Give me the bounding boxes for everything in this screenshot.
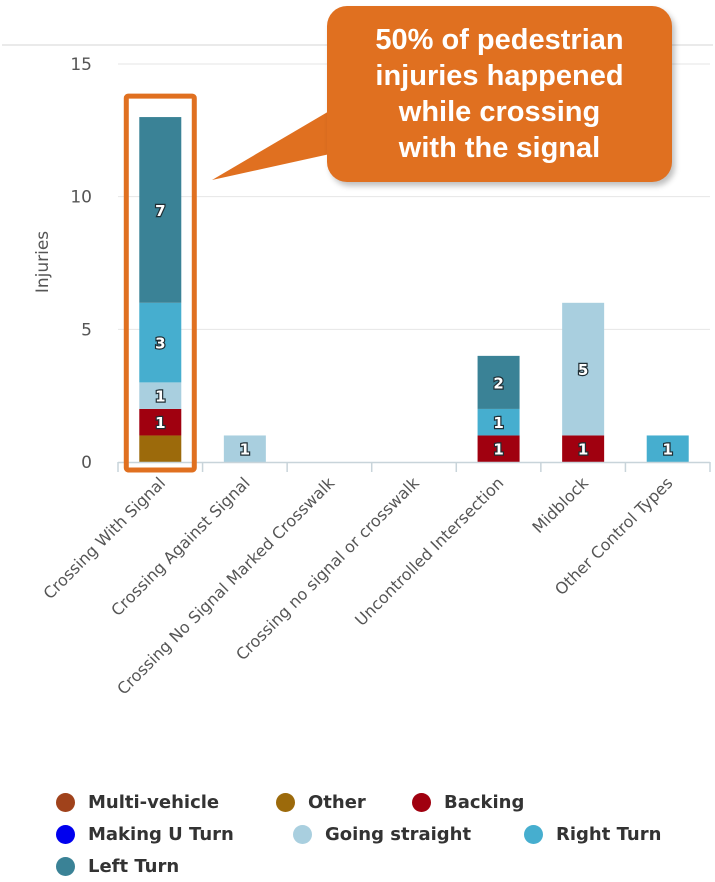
bar-segment	[139, 382, 182, 409]
bar-segment	[139, 117, 182, 303]
legend-label: Other	[308, 791, 366, 813]
data-label: 5	[578, 361, 588, 379]
data-label: 1	[578, 441, 588, 459]
bar-segment	[477, 408, 520, 436]
legend-dot-icon	[293, 824, 312, 844]
legend-item-backing[interactable]: Backing	[412, 792, 524, 813]
x-tick-label: Uncontrolled Intersection	[351, 473, 507, 629]
legend-label: Backing	[444, 791, 525, 813]
data-label: 3	[155, 335, 165, 353]
data-label: 1	[240, 441, 250, 459]
bar-segment	[139, 302, 182, 383]
callout-text: 50% of pedestrian injuries happened whil…	[375, 24, 624, 164]
x-tick-label: Crossing Against Signal	[107, 473, 253, 619]
legend-item-left-turn[interactable]: Left Turn	[56, 856, 179, 877]
y-tick-label: 5	[81, 320, 92, 340]
legend-item-making-u-turn[interactable]: Making U Turn	[56, 824, 293, 845]
bar-segment	[139, 435, 182, 462]
legend-label: Right Turn	[556, 823, 662, 845]
legend-item-multi-vehicle[interactable]: Multi-vehicle	[56, 792, 276, 813]
legend-label: Making U Turn	[88, 823, 234, 845]
callout-pointer	[212, 100, 348, 180]
legend-item-going-straight[interactable]: Going straight	[293, 824, 524, 845]
data-label: 1	[155, 414, 165, 432]
legend-dot-icon	[56, 824, 75, 844]
bar-segment	[477, 355, 520, 409]
y-axis-title: Injuries	[33, 231, 53, 293]
legend-dot-icon	[412, 792, 431, 812]
bar-segment	[223, 435, 266, 462]
legend-dot-icon	[524, 824, 543, 844]
y-tick-label: 15	[70, 55, 92, 75]
y-tick-label: 0	[81, 453, 92, 473]
bar-segment	[562, 435, 605, 462]
legend-item-other[interactable]: Other	[276, 792, 412, 813]
legend-dot-icon	[56, 792, 75, 812]
highlight-frame	[123, 93, 197, 473]
highlight	[123, 93, 348, 473]
legend-row-1: Multi-vehicle Other Backing	[56, 786, 706, 818]
data-label: 7	[155, 202, 165, 220]
x-tick-label: Midblock	[528, 473, 592, 537]
legend-label: Multi-vehicle	[88, 791, 220, 813]
y-tick-label: 10	[70, 188, 92, 208]
x-tick-label: Crossing no signal or crosswalk	[232, 473, 423, 664]
legend-item-right-turn[interactable]: Right Turn	[524, 824, 661, 845]
legend-row-2: Making U Turn Going straight Right Turn	[56, 818, 706, 850]
data-label: 1	[662, 441, 672, 459]
legend-row-3: Left Turn	[56, 850, 706, 882]
bar-segment	[562, 302, 605, 436]
data-label: 1	[493, 414, 503, 432]
legend-label: Going straight	[325, 823, 472, 845]
legend-label: Left Turn	[88, 855, 180, 877]
bar-segment	[477, 435, 520, 462]
bar-segment	[139, 408, 182, 436]
callout-box: 50% of pedestrian injuries happened whil…	[327, 6, 672, 182]
data-label: 1	[155, 388, 165, 406]
legend: Multi-vehicle Other Backing Making U Tur…	[56, 786, 706, 882]
data-label: 1	[493, 441, 503, 459]
legend-dot-icon	[276, 792, 295, 812]
data-label: 2	[493, 374, 503, 392]
legend-dot-icon	[56, 856, 75, 876]
bar-segment	[646, 435, 689, 462]
